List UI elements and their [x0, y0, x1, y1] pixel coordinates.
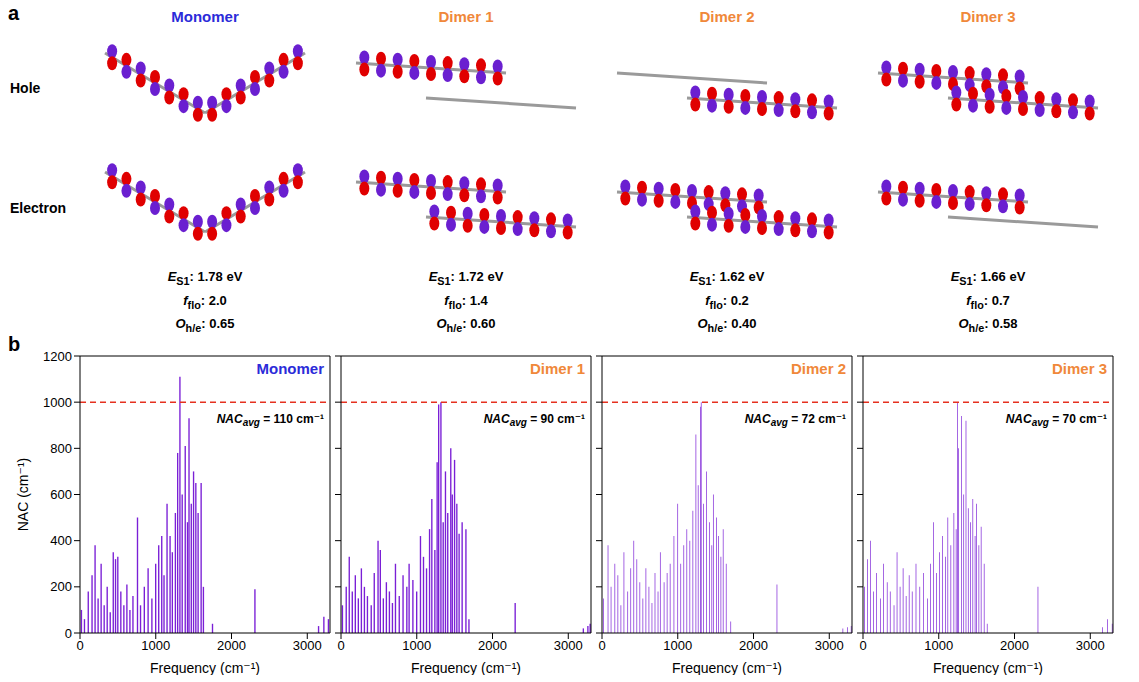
html-text:NACavg = 72 cm⁻¹: NACavg = 72 cm⁻¹	[744, 412, 846, 429]
svg-text:Frequency (cm⁻¹): Frequency (cm⁻¹)	[411, 660, 521, 675]
svg-text:0: 0	[598, 638, 605, 653]
svg-text:1200: 1200	[43, 350, 72, 364]
html-text:fflo: 1.4: fflo: 1.4	[444, 292, 488, 311]
html-text:Dimer 1: Dimer 1	[438, 8, 494, 25]
svg-text:600: 600	[50, 487, 72, 502]
html-text:b: b	[8, 333, 21, 355]
svg-text:3000: 3000	[1076, 638, 1105, 653]
svg-text:200: 200	[50, 579, 72, 594]
html-text:Monomer: Monomer	[256, 360, 324, 377]
html-text:NACavg = 110 cm⁻¹: NACavg = 110 cm⁻¹	[216, 412, 324, 429]
html-text:Oh/e: 0.58: Oh/e: 0.58	[958, 316, 1018, 334]
html-text:fflo: 0.7: fflo: 0.7	[966, 292, 1010, 311]
html-text:Dimer 1: Dimer 1	[530, 360, 585, 377]
svg-text:2000: 2000	[739, 638, 768, 653]
svg-text:3000: 3000	[554, 638, 583, 653]
svg-text:Frequency (cm⁻¹): Frequency (cm⁻¹)	[672, 660, 782, 675]
svg-text:800: 800	[50, 441, 72, 456]
html-text:Hole: Hole	[10, 80, 41, 96]
html-text:Monomer: Monomer	[171, 8, 239, 25]
svg-text:Frequency (cm⁻¹): Frequency (cm⁻¹)	[150, 660, 260, 675]
svg-text:2000: 2000	[478, 638, 507, 653]
svg-text:1000: 1000	[924, 638, 953, 653]
html-text:NACavg = 90 cm⁻¹: NACavg = 90 cm⁻¹	[483, 412, 585, 429]
html-text:Oh/e: 0.60: Oh/e: 0.60	[436, 316, 496, 334]
html-text:Dimer 2: Dimer 2	[699, 8, 755, 25]
svg-text:0: 0	[65, 626, 72, 641]
svg-text:1000: 1000	[141, 638, 170, 653]
html-text:Oh/e: 0.65: Oh/e: 0.65	[175, 316, 235, 334]
html-text:ES1: 1.72 eV: ES1: 1.72 eV	[428, 269, 504, 287]
html-text:a: a	[8, 2, 20, 24]
svg-text:NAC (cm⁻¹): NAC (cm⁻¹)	[15, 458, 31, 532]
svg-text:0: 0	[859, 638, 866, 653]
svg-text:3000: 3000	[815, 638, 844, 653]
svg-text:400: 400	[50, 533, 72, 548]
html-text:Oh/e: 0.40: Oh/e: 0.40	[697, 316, 757, 334]
svg-text:Frequency (cm⁻¹): Frequency (cm⁻¹)	[933, 660, 1043, 675]
html-text:ES1: 1.78 eV: ES1: 1.78 eV	[167, 269, 243, 287]
html-text:ES1: 1.62 eV: ES1: 1.62 eV	[689, 269, 765, 287]
html-text:ES1: 1.66 eV: ES1: 1.66 eV	[950, 269, 1026, 287]
svg-text:1000: 1000	[663, 638, 692, 653]
svg-text:0: 0	[76, 638, 83, 653]
html-text:fflo: 2.0: fflo: 2.0	[183, 292, 227, 311]
html-text:Dimer 3: Dimer 3	[1052, 360, 1107, 377]
html-text:Electron: Electron	[10, 200, 66, 216]
svg-text:0: 0	[337, 638, 344, 653]
svg-text:3000: 3000	[293, 638, 322, 653]
html-text:fflo: 0.2: fflo: 0.2	[705, 292, 749, 311]
svg-text:2000: 2000	[217, 638, 246, 653]
html-text:Dimer 2: Dimer 2	[791, 360, 846, 377]
svg-text:1000: 1000	[402, 638, 431, 653]
html-text:NACavg = 70 cm⁻¹: NACavg = 70 cm⁻¹	[1005, 412, 1107, 429]
html-text:Dimer 3: Dimer 3	[960, 8, 1016, 25]
svg-text:2000: 2000	[1000, 638, 1029, 653]
svg-text:1000: 1000	[43, 395, 72, 410]
